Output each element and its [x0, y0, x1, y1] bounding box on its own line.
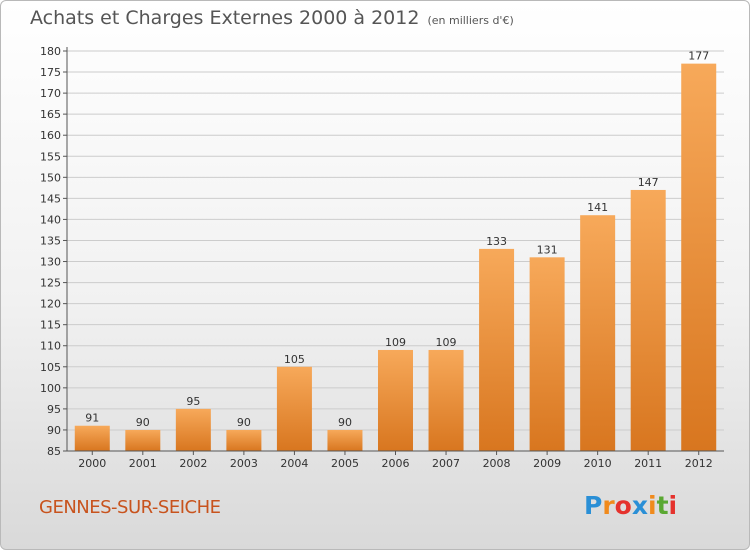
bar	[479, 248, 515, 451]
bar	[681, 63, 717, 451]
x-tick-label: 2005	[331, 457, 359, 470]
data-label: 131	[537, 243, 558, 256]
logo-letter: x	[631, 491, 648, 520]
bar	[74, 425, 110, 451]
data-label: 90	[237, 416, 251, 429]
y-tick-label: 125	[40, 277, 61, 290]
data-label: 95	[186, 395, 200, 408]
axes: 85 90 95 100 105 110 115 120 125 130 135 140 145 150 1…	[40, 45, 724, 470]
x-tick-label: 2012	[685, 457, 713, 470]
bar	[125, 429, 161, 451]
y-tick-label: 95	[47, 403, 61, 416]
bar	[276, 366, 312, 451]
data-label: 147	[638, 176, 659, 189]
y-tick-label: 165	[40, 108, 61, 121]
x-tick-label: 2000	[78, 457, 106, 470]
x-tick-label: 2010	[584, 457, 612, 470]
chart-subtitle: (en milliers d'€)	[427, 14, 514, 27]
commune-name: GENNES-SUR-SEICHE	[39, 497, 221, 518]
logo-letter: o	[614, 491, 632, 520]
x-tick-label: 2007	[432, 457, 460, 470]
bar	[529, 257, 565, 451]
y-tick-label: 135	[40, 234, 61, 247]
y-tick-label: 130	[40, 256, 61, 269]
bar	[630, 189, 666, 451]
y-tick-label: 175	[40, 66, 61, 79]
y-tick-label: 100	[40, 382, 61, 395]
y-tick-label: 120	[40, 298, 61, 311]
bar	[580, 215, 616, 451]
data-label: 109	[436, 336, 457, 349]
data-label: 91	[85, 412, 99, 425]
y-tick-label: 145	[40, 192, 61, 205]
y-tick-label: 90	[47, 424, 61, 437]
bar	[327, 429, 363, 451]
data-label: 109	[385, 336, 406, 349]
logo-letter: i	[668, 491, 678, 520]
x-tick-label: 2004	[280, 457, 308, 470]
x-tick-label: 2011	[634, 457, 662, 470]
y-tick-label: 155	[40, 150, 61, 163]
data-label: 177	[688, 50, 709, 63]
data-label: 90	[338, 416, 352, 429]
bar	[175, 408, 211, 451]
y-tick-label: 170	[40, 87, 61, 100]
x-tick-label: 2001	[129, 457, 157, 470]
y-tick-label: 85	[47, 445, 61, 458]
chart-title: Achats et Charges Externes 2000 à 2012 (e…	[30, 7, 514, 29]
bar	[226, 429, 262, 451]
bar	[378, 349, 413, 451]
data-label: 141	[587, 201, 608, 214]
logo-letter: t	[656, 491, 669, 520]
data-label: 90	[136, 416, 150, 429]
y-tick-label: 160	[40, 129, 61, 142]
y-tick-label: 110	[40, 340, 61, 353]
y-tick-label: 115	[40, 319, 61, 332]
data-label: 105	[284, 353, 305, 366]
x-tick-label: 2002	[179, 457, 207, 470]
proxiti-logo: Proxiti	[584, 491, 677, 520]
logo-letter: r	[602, 491, 615, 520]
bar	[428, 349, 464, 451]
logo-letter: P	[584, 491, 603, 520]
data-label: 133	[486, 235, 507, 248]
y-tick-label: 105	[40, 361, 61, 374]
y-tick-label: 180	[40, 45, 61, 58]
bars: 91 90 95 90 105 90 109 109 133 131 141 147 177	[74, 50, 717, 451]
logo-letter: i	[648, 491, 657, 520]
x-tick-label: 2003	[230, 457, 258, 470]
x-tick-label: 2009	[533, 457, 561, 470]
chart-title-text: Achats et Charges Externes 2000 à 2012	[30, 7, 420, 29]
y-tick-label: 140	[40, 213, 61, 226]
y-tick-label: 150	[40, 171, 61, 184]
x-tick-label: 2008	[483, 457, 511, 470]
x-tick-label: 2006	[382, 457, 410, 470]
